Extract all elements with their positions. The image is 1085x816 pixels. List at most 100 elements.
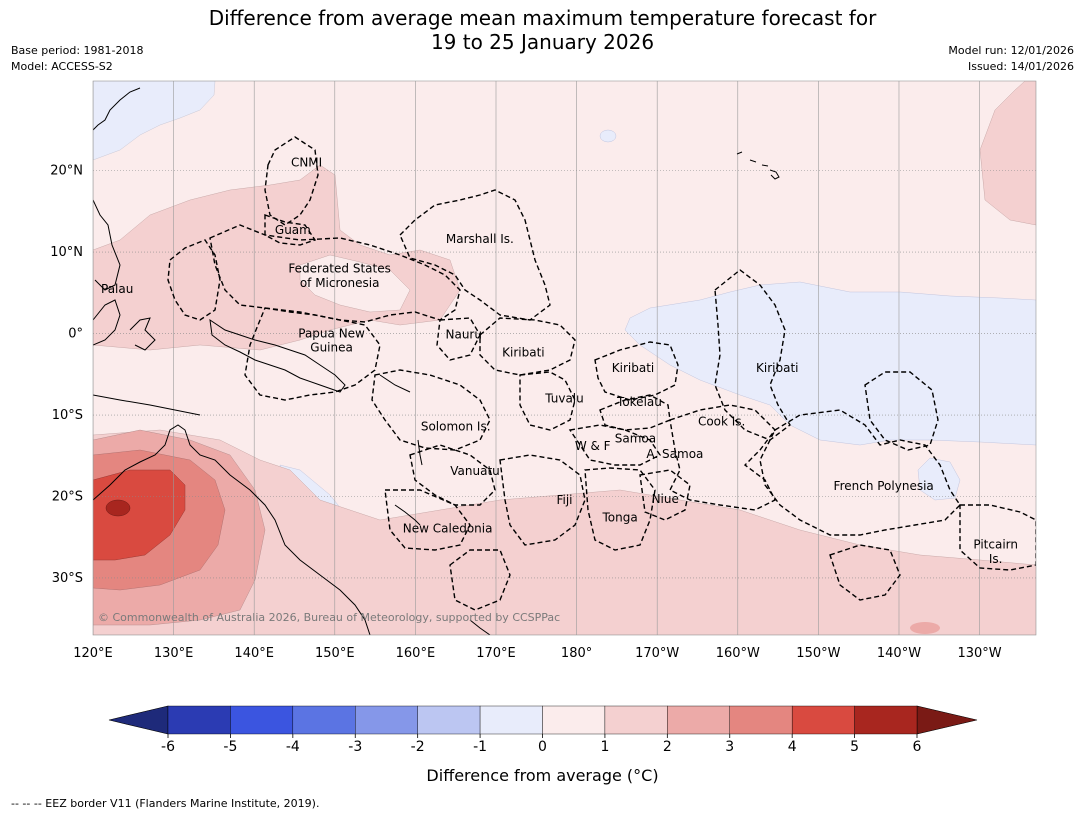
region-label: Nauru: [446, 327, 482, 341]
coastline-sulawesi: [129, 317, 156, 351]
region-label: Tuvalu: [544, 392, 584, 406]
region-label: Solomon Is.: [421, 419, 491, 433]
micronesia-lighter-zone: [299, 254, 411, 313]
negative-anomaly-northwest: [93, 81, 216, 161]
region-label: French Polynesia: [834, 479, 934, 493]
colorbar-segment: [667, 705, 730, 735]
colorbar-tick-label: 2: [663, 739, 672, 755]
longitude-label: 120°E: [73, 646, 113, 661]
eez-pitcairn: [959, 504, 1036, 571]
colorbar-over-extension: [916, 705, 978, 735]
region-label: of Micronesia: [300, 276, 380, 290]
base-period: Base period: 1981-2018: [11, 44, 144, 57]
region-label: W & F: [575, 439, 611, 453]
title-line-1: Difference from average mean maximum tem…: [208, 6, 877, 30]
coastline-indonesia-south: [93, 394, 201, 416]
region-label: New Caledonia: [403, 521, 493, 535]
map-title: Difference from average mean maximum tem…: [0, 6, 1085, 54]
eez-tuvalu: [519, 371, 576, 431]
model-name: Model: ACCESS-S2: [11, 60, 113, 73]
colorbar-tick-label: -1: [473, 739, 487, 755]
colorbar-tick-label: -4: [286, 739, 300, 755]
longitude-label: 170°W: [635, 646, 679, 661]
region-label: Guinea: [310, 340, 353, 354]
region-label: Guam: [275, 223, 311, 237]
colorbar-tick-label: 4: [788, 739, 797, 755]
longitude-label: 140°E: [234, 646, 274, 661]
eez-french-polynesia: [759, 409, 961, 536]
coastline-philippines: [93, 199, 121, 291]
colorbar-segment: [604, 705, 668, 735]
warm-spot-south: [910, 622, 940, 634]
region-label: Palau: [101, 282, 133, 296]
colorbar-segment: [854, 705, 918, 735]
region-label: Niue: [652, 492, 679, 506]
title-line-2: 19 to 25 January 2026: [430, 30, 655, 54]
colorbar-segment: [230, 705, 294, 735]
colorbar-tick-label: 3: [725, 739, 734, 755]
latitude-label: 10°S: [52, 408, 83, 423]
colorbar-tick-label: 5: [850, 739, 859, 755]
region-label: Is.: [989, 552, 1003, 566]
eez-solomon: [371, 369, 491, 451]
colorbar-label: Difference from average (°C): [426, 766, 659, 785]
region-label: Marshall Is.: [446, 232, 514, 246]
warm-band-south-pacific: [93, 429, 1036, 635]
longitude-label: 150°E: [315, 646, 355, 661]
region-label: Kiribati: [756, 361, 798, 375]
region-label: Kiribati: [502, 345, 544, 359]
colorbar-segment: [479, 705, 543, 735]
colorbar-tick-label: -6: [161, 739, 175, 755]
colorbar-segment: [417, 705, 481, 735]
colorbar: -6 -5 -4 -3 -2 -1 0 1 2 3 4 5 6: [108, 705, 978, 755]
latitude-label: 20°N: [50, 164, 83, 179]
longitude-tick-labels: 120°E 130°E 140°E 150°E 160°E 170°E 180° 170°W 1…: [73, 646, 1002, 661]
longitude-label: 170°E: [476, 646, 516, 661]
eez-marshall: [399, 189, 551, 321]
eez-fiji: [499, 454, 586, 546]
region-label: Fiji: [556, 493, 572, 507]
region-label: Kiribati: [612, 361, 654, 375]
region-label: Tokelau: [616, 395, 662, 409]
colorbar-tick-label: -2: [411, 739, 425, 755]
longitude-label: 160°W: [716, 646, 760, 661]
meta-left: Base period: 1981-2018 Model: ACCESS-S2: [11, 43, 143, 75]
longitude-label: 140°W: [877, 646, 921, 661]
negative-spot-hawaii: [599, 129, 617, 143]
eez-palau: [167, 239, 221, 321]
latitude-label: 30°S: [52, 571, 83, 586]
issued-date: Issued: 14/01/2026: [967, 60, 1074, 73]
colorbar-tick-label: -3: [348, 739, 362, 755]
eez-cook: [669, 404, 776, 511]
warm-anomaly-australia-4-5: [93, 469, 186, 561]
region-label: Samoa: [615, 432, 656, 446]
eez-footnote: -- -- -- EEZ border V11 (Flanders Marine…: [11, 797, 320, 810]
colorbar-segment: [542, 705, 606, 735]
eez-south-cook: [829, 544, 901, 601]
longitude-label: 130°W: [957, 646, 1001, 661]
coastline-new-zealand: [469, 619, 491, 635]
coastline-asia: [93, 87, 141, 131]
eez-kiribati-west: [479, 317, 576, 376]
latitude-label: 10°N: [50, 245, 83, 260]
colorbar-tick-label: 6: [913, 739, 922, 755]
colorbar-under-extension: [108, 705, 169, 735]
coastlines: [93, 87, 780, 635]
region-label: Pitcairn: [973, 538, 1018, 552]
latitude-tick-labels: 20°N 10°N 0° 10°S 20°S 30°S: [50, 164, 83, 586]
model-run: Model run: 12/01/2026: [948, 44, 1074, 57]
coastline-australia: [93, 424, 371, 635]
colorbar-segment: [791, 705, 855, 735]
eez-kermadec: [449, 549, 511, 611]
latitude-label: 20°S: [52, 490, 83, 505]
region-label: Cook Is.: [698, 415, 745, 429]
region-label: CNMI: [291, 155, 322, 169]
coastline-hawaii: [736, 151, 780, 180]
eez-french-polynesia-marquesas: [864, 371, 939, 451]
region-label: Papua New: [298, 327, 365, 341]
warm-anomaly-northeast: [979, 81, 1036, 226]
meta-right: Model run: 12/01/2026 Issued: 14/01/2026: [948, 43, 1074, 75]
colorbar-segment: [729, 705, 793, 735]
eez-cnmi: [264, 136, 319, 226]
